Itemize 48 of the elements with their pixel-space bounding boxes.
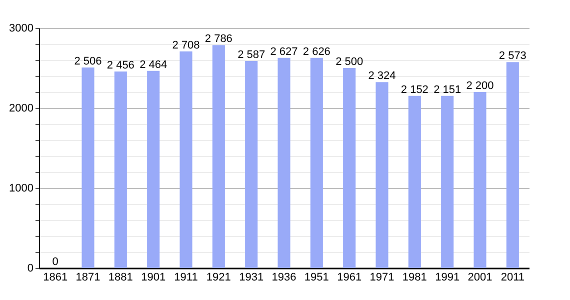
x-tick-label: 1971 <box>370 272 394 284</box>
y-tick-label: 3000 <box>9 22 34 34</box>
x-tick-label: 2001 <box>468 272 492 284</box>
data-label: 2 708 <box>172 39 200 52</box>
x-tick-label: 1921 <box>206 272 231 284</box>
data-label: 2 506 <box>74 56 102 68</box>
x-tick-label: 1991 <box>435 272 460 284</box>
bar <box>212 45 225 268</box>
bar <box>82 68 94 268</box>
y-tick-label: 0 <box>27 262 34 274</box>
x-tick-label: 1861 <box>43 272 68 284</box>
data-label: 2 151 <box>434 84 462 96</box>
bar <box>245 61 258 268</box>
data-label: 2 626 <box>302 46 330 58</box>
x-tick-label: 1901 <box>141 272 166 284</box>
x-tick-label: 1951 <box>304 272 329 284</box>
bar <box>506 62 519 268</box>
bar <box>343 68 356 268</box>
data-label: 2 500 <box>336 56 364 68</box>
bar <box>278 58 290 268</box>
data-label: 2 627 <box>270 46 298 58</box>
x-tick-label: 1981 <box>402 272 427 284</box>
data-label: 2 324 <box>368 70 396 82</box>
bar <box>474 92 486 268</box>
data-label: 2 456 <box>106 60 134 72</box>
data-label: 2 587 <box>238 49 266 62</box>
bar <box>180 51 192 268</box>
data-label: 2 464 <box>140 58 168 71</box>
bar <box>376 82 388 268</box>
y-tick-label: 1000 <box>9 182 34 194</box>
bar <box>114 72 127 268</box>
x-tick-label: 1936 <box>272 272 296 284</box>
bar <box>441 96 454 268</box>
x-tick-label: 1931 <box>239 272 264 284</box>
data-label: 2 786 <box>204 33 232 46</box>
bar <box>147 70 160 268</box>
bar <box>408 96 421 268</box>
x-tick-label: 2011 <box>500 272 524 284</box>
x-tick-label: 1961 <box>337 272 362 284</box>
data-label: 0 <box>52 256 58 268</box>
x-tick-label: 1881 <box>108 272 133 284</box>
data-label: 2 573 <box>498 50 526 62</box>
bar <box>310 58 323 268</box>
x-tick-label: 1911 <box>174 272 198 284</box>
x-tick-label: 1871 <box>76 272 100 284</box>
data-label: 2 200 <box>466 80 494 92</box>
y-tick-label: 2000 <box>9 102 34 114</box>
data-label: 2 152 <box>400 84 428 96</box>
